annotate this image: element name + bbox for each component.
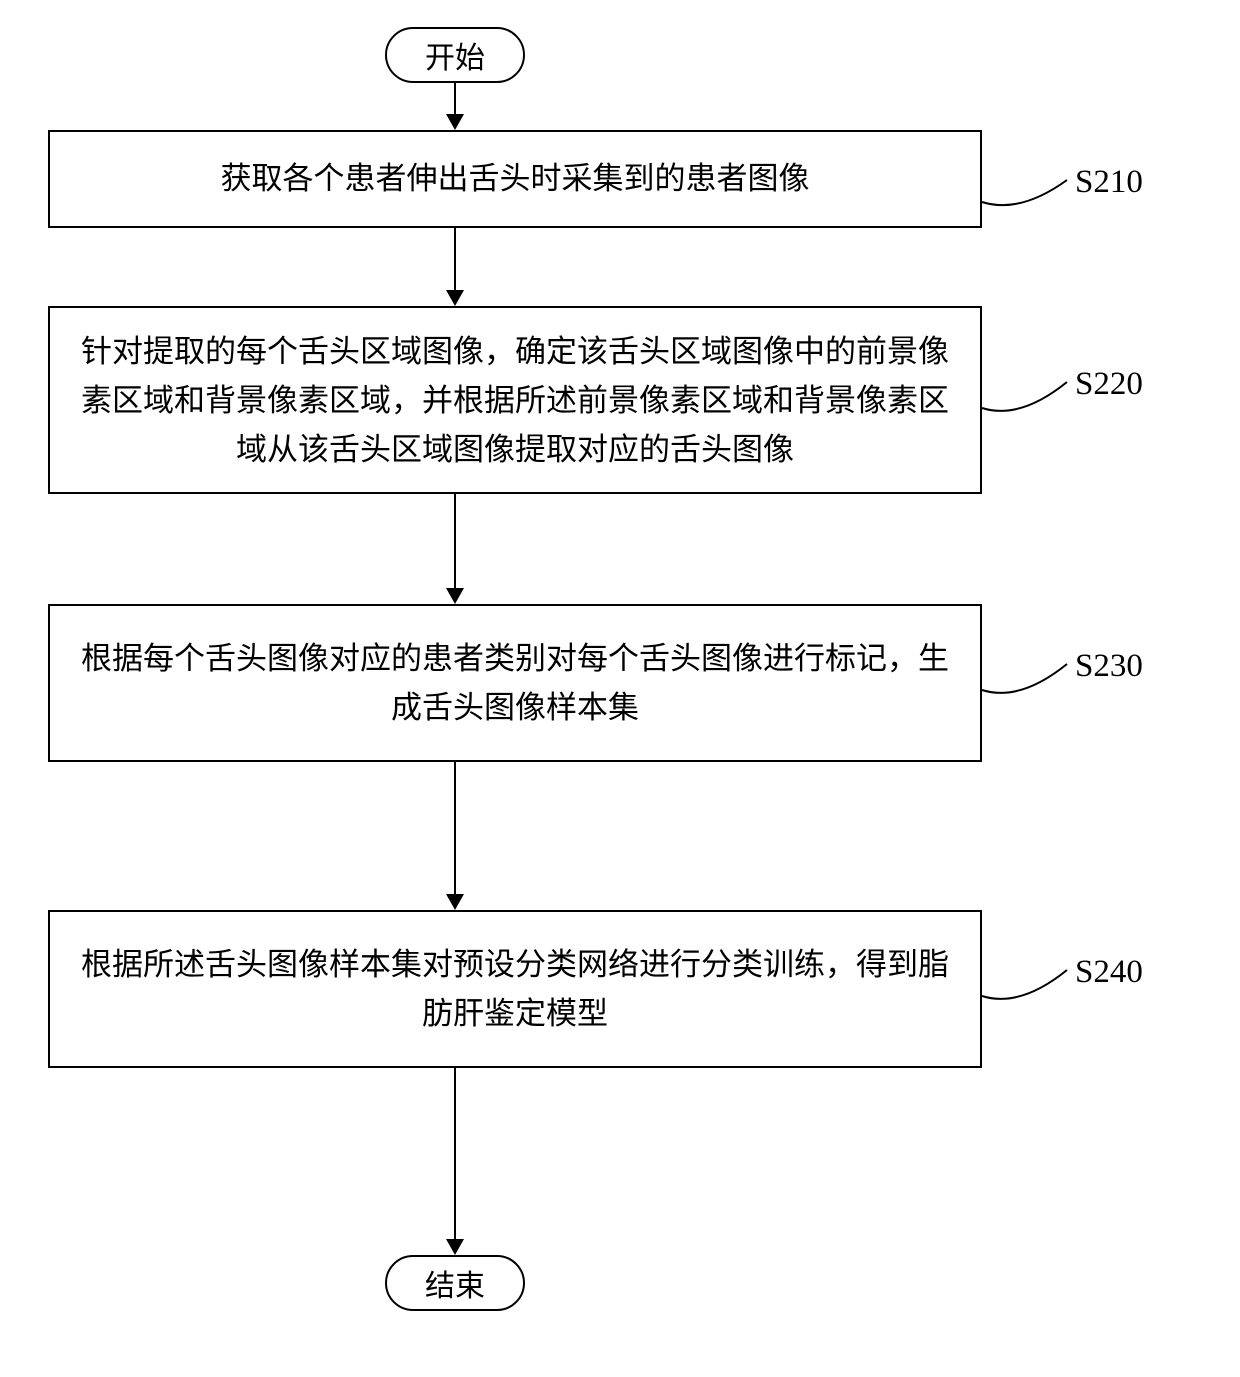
arrow-e5-head bbox=[446, 1239, 464, 1255]
label-arc-s210 bbox=[982, 176, 1072, 206]
process-s220-text: 针对提取的每个舌头区域图像，确定该舌头区域图像中的前景像素区域和背景像素区域，并… bbox=[80, 327, 950, 474]
label-arc-s240 bbox=[982, 966, 1072, 1000]
start-terminal: 开始 bbox=[385, 27, 525, 83]
arrow-e4-line bbox=[454, 762, 456, 894]
end-text: 结束 bbox=[425, 1261, 485, 1305]
process-s220: 针对提取的每个舌头区域图像，确定该舌头区域图像中的前景像素区域和背景像素区域，并… bbox=[48, 306, 982, 494]
arrow-e2-line bbox=[454, 228, 456, 290]
process-s230: 根据每个舌头图像对应的患者类别对每个舌头图像进行标记，生成舌头图像样本集 bbox=[48, 604, 982, 762]
flowchart-canvas: 开始 结束 获取各个患者伸出舌头时采集到的患者图像 针对提取的每个舌头区域图像，… bbox=[0, 0, 1240, 1377]
arrow-e1-line bbox=[454, 83, 456, 114]
start-text: 开始 bbox=[425, 33, 485, 77]
label-arc-s220 bbox=[982, 378, 1072, 412]
arrow-e4-head bbox=[446, 894, 464, 910]
arrow-e3-line bbox=[454, 494, 456, 588]
arrow-e2-head bbox=[446, 290, 464, 306]
label-s230: S230 bbox=[1075, 648, 1143, 685]
process-s210-text: 获取各个患者伸出舌头时采集到的患者图像 bbox=[221, 156, 810, 202]
process-s230-text: 根据每个舌头图像对应的患者类别对每个舌头图像进行标记，生成舌头图像样本集 bbox=[80, 634, 950, 732]
label-s220: S220 bbox=[1075, 366, 1143, 403]
end-terminal: 结束 bbox=[385, 1255, 525, 1311]
process-s240-text: 根据所述舌头图像样本集对预设分类网络进行分类训练，得到脂肪肝鉴定模型 bbox=[80, 940, 950, 1038]
label-s240: S240 bbox=[1075, 954, 1143, 991]
label-s210: S210 bbox=[1075, 164, 1143, 201]
label-arc-s230 bbox=[982, 660, 1072, 694]
arrow-e3-head bbox=[446, 588, 464, 604]
arrow-e5-line bbox=[454, 1068, 456, 1239]
process-s210: 获取各个患者伸出舌头时采集到的患者图像 bbox=[48, 130, 982, 228]
arrow-e1-head bbox=[446, 114, 464, 130]
process-s240: 根据所述舌头图像样本集对预设分类网络进行分类训练，得到脂肪肝鉴定模型 bbox=[48, 910, 982, 1068]
